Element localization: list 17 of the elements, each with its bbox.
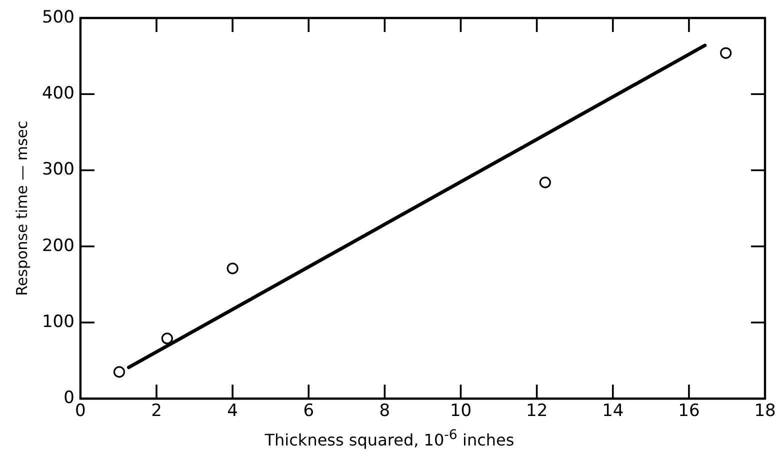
x-tick-label: 16 — [678, 401, 700, 422]
x-tick-label: 12 — [526, 401, 548, 422]
x-tick-label: 14 — [602, 401, 624, 422]
x-tick-label: 6 — [303, 401, 314, 422]
y-tick-label: 0 — [64, 388, 74, 408]
y-tick-label: 500 — [42, 7, 74, 28]
y-tick-label: 200 — [42, 236, 74, 256]
y-tick-label: 100 — [42, 312, 74, 332]
y-axis-title: Response time — msec — [12, 120, 31, 296]
x-tick-label: 18 — [754, 401, 776, 422]
x-tick-label: 10 — [450, 401, 472, 422]
y-tick-label: 300 — [42, 160, 74, 180]
x-tick-label: 8 — [379, 401, 390, 422]
x-tick-label: 4 — [227, 401, 238, 422]
x-tick-label: 2 — [151, 401, 162, 422]
x-axis-title: Thickness squared, 10$^{-6}$ inches — [264, 428, 516, 450]
y-tick-label: 400 — [42, 84, 74, 104]
